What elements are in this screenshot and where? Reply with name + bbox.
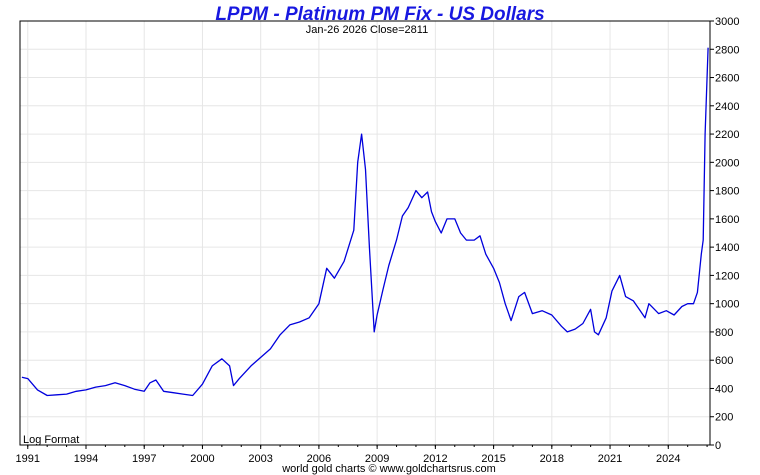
x-tick-label: 2012 xyxy=(423,453,447,465)
x-tick-label: 2015 xyxy=(481,453,505,465)
chart-title: LPPM - Platinum PM Fix - US Dollars xyxy=(215,4,544,25)
x-tick-label: 2009 xyxy=(365,453,389,465)
series-group xyxy=(21,47,709,397)
y-axis: 0 200 400 600 800 1000 1200 1400 1600 1800 2000 220… xyxy=(710,16,739,452)
y-tick-label: 1800 xyxy=(715,186,739,198)
x-tick-label: 1991 xyxy=(16,453,40,465)
y-tick-label: 400 xyxy=(715,383,733,395)
y-tick-label: 2000 xyxy=(715,157,739,169)
y-tick-label: 2200 xyxy=(715,129,739,141)
grid xyxy=(20,21,710,445)
y-tick-label: 1600 xyxy=(715,214,739,226)
x-tick-label: 1994 xyxy=(74,453,98,465)
y-tick-label: 2600 xyxy=(715,73,739,85)
y-tick-label: 1000 xyxy=(715,299,739,311)
y-tick-label: 1400 xyxy=(715,242,739,254)
x-tick-label: 2018 xyxy=(540,453,564,465)
x-tick-label: 2024 xyxy=(656,453,680,465)
y-tick-label: 3000 xyxy=(715,16,739,28)
x-tick-label: 2000 xyxy=(190,453,214,465)
plot-frame xyxy=(19,20,711,446)
x-axis: 1991 1994 1997 2000 2003 2006 2009 2012 2015 2018… xyxy=(16,445,708,465)
y-tick-label: 0 xyxy=(715,440,721,452)
chart-subtitle: Jan-26 2026 Close=2811 xyxy=(306,24,428,36)
y-tick-label: 200 xyxy=(715,412,733,424)
y-tick-label: 800 xyxy=(715,327,733,339)
x-tick-label: 1997 xyxy=(132,453,156,465)
y-tick-label: 2400 xyxy=(715,101,739,113)
x-tick-label: 2021 xyxy=(598,453,622,465)
y-tick-label: 600 xyxy=(715,355,733,367)
log-format-note: Log Format xyxy=(23,434,79,446)
y-tick-label: 1200 xyxy=(715,270,739,282)
x-tick-label: 2006 xyxy=(307,453,331,465)
x-tick-label: 2003 xyxy=(248,453,272,465)
y-tick-label: 2800 xyxy=(715,44,739,56)
price-line-series-0 xyxy=(21,47,709,397)
chart-credit: world gold charts © www.goldchartsrus.co… xyxy=(281,463,496,475)
